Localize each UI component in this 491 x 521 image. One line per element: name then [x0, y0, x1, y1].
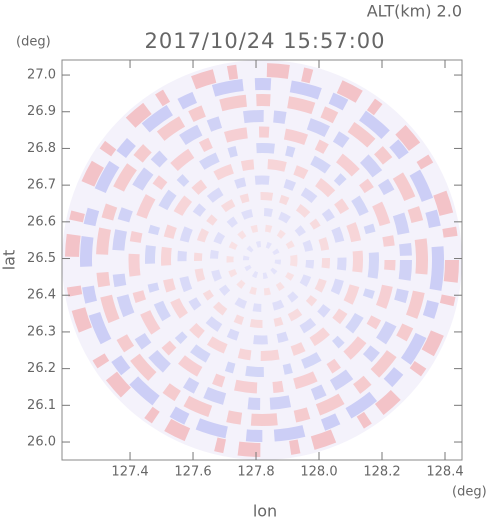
x-tick-label: 127.6	[174, 465, 211, 480]
x-tick-label: 128.0	[300, 465, 337, 480]
x-tick-label: 128.4	[426, 465, 463, 480]
y-tick-label: 26.0	[27, 435, 56, 450]
y-axis-label: lat	[0, 250, 19, 271]
x-axis-label: lon	[253, 502, 277, 521]
x-tick-label: 127.8	[237, 465, 274, 480]
y-tick-label: 26.4	[27, 288, 56, 303]
y-unit: (deg)	[16, 35, 51, 50]
y-tick-label: 26.3	[27, 324, 56, 339]
y-tick-label: 26.1	[27, 398, 56, 413]
y-tick-label: 26.7	[27, 178, 56, 193]
y-tick-label: 27.0	[27, 68, 56, 83]
plot-frame	[61, 59, 463, 461]
altitude-label: ALT(km) 2.0	[367, 2, 462, 21]
y-tick-label: 26.6	[27, 214, 56, 229]
x-tick-label: 128.2	[363, 465, 400, 480]
x-tick-label: 127.4	[111, 465, 148, 480]
y-tick-label: 26.8	[27, 141, 56, 156]
y-tick-label: 26.2	[27, 361, 56, 376]
y-tick-label: 26.9	[27, 104, 56, 119]
chart-title: 2017/10/24 15:57:00	[144, 29, 385, 53]
radar-field	[62, 60, 462, 460]
x-unit: (deg)	[452, 485, 487, 500]
y-tick-label: 26.5	[27, 251, 56, 266]
